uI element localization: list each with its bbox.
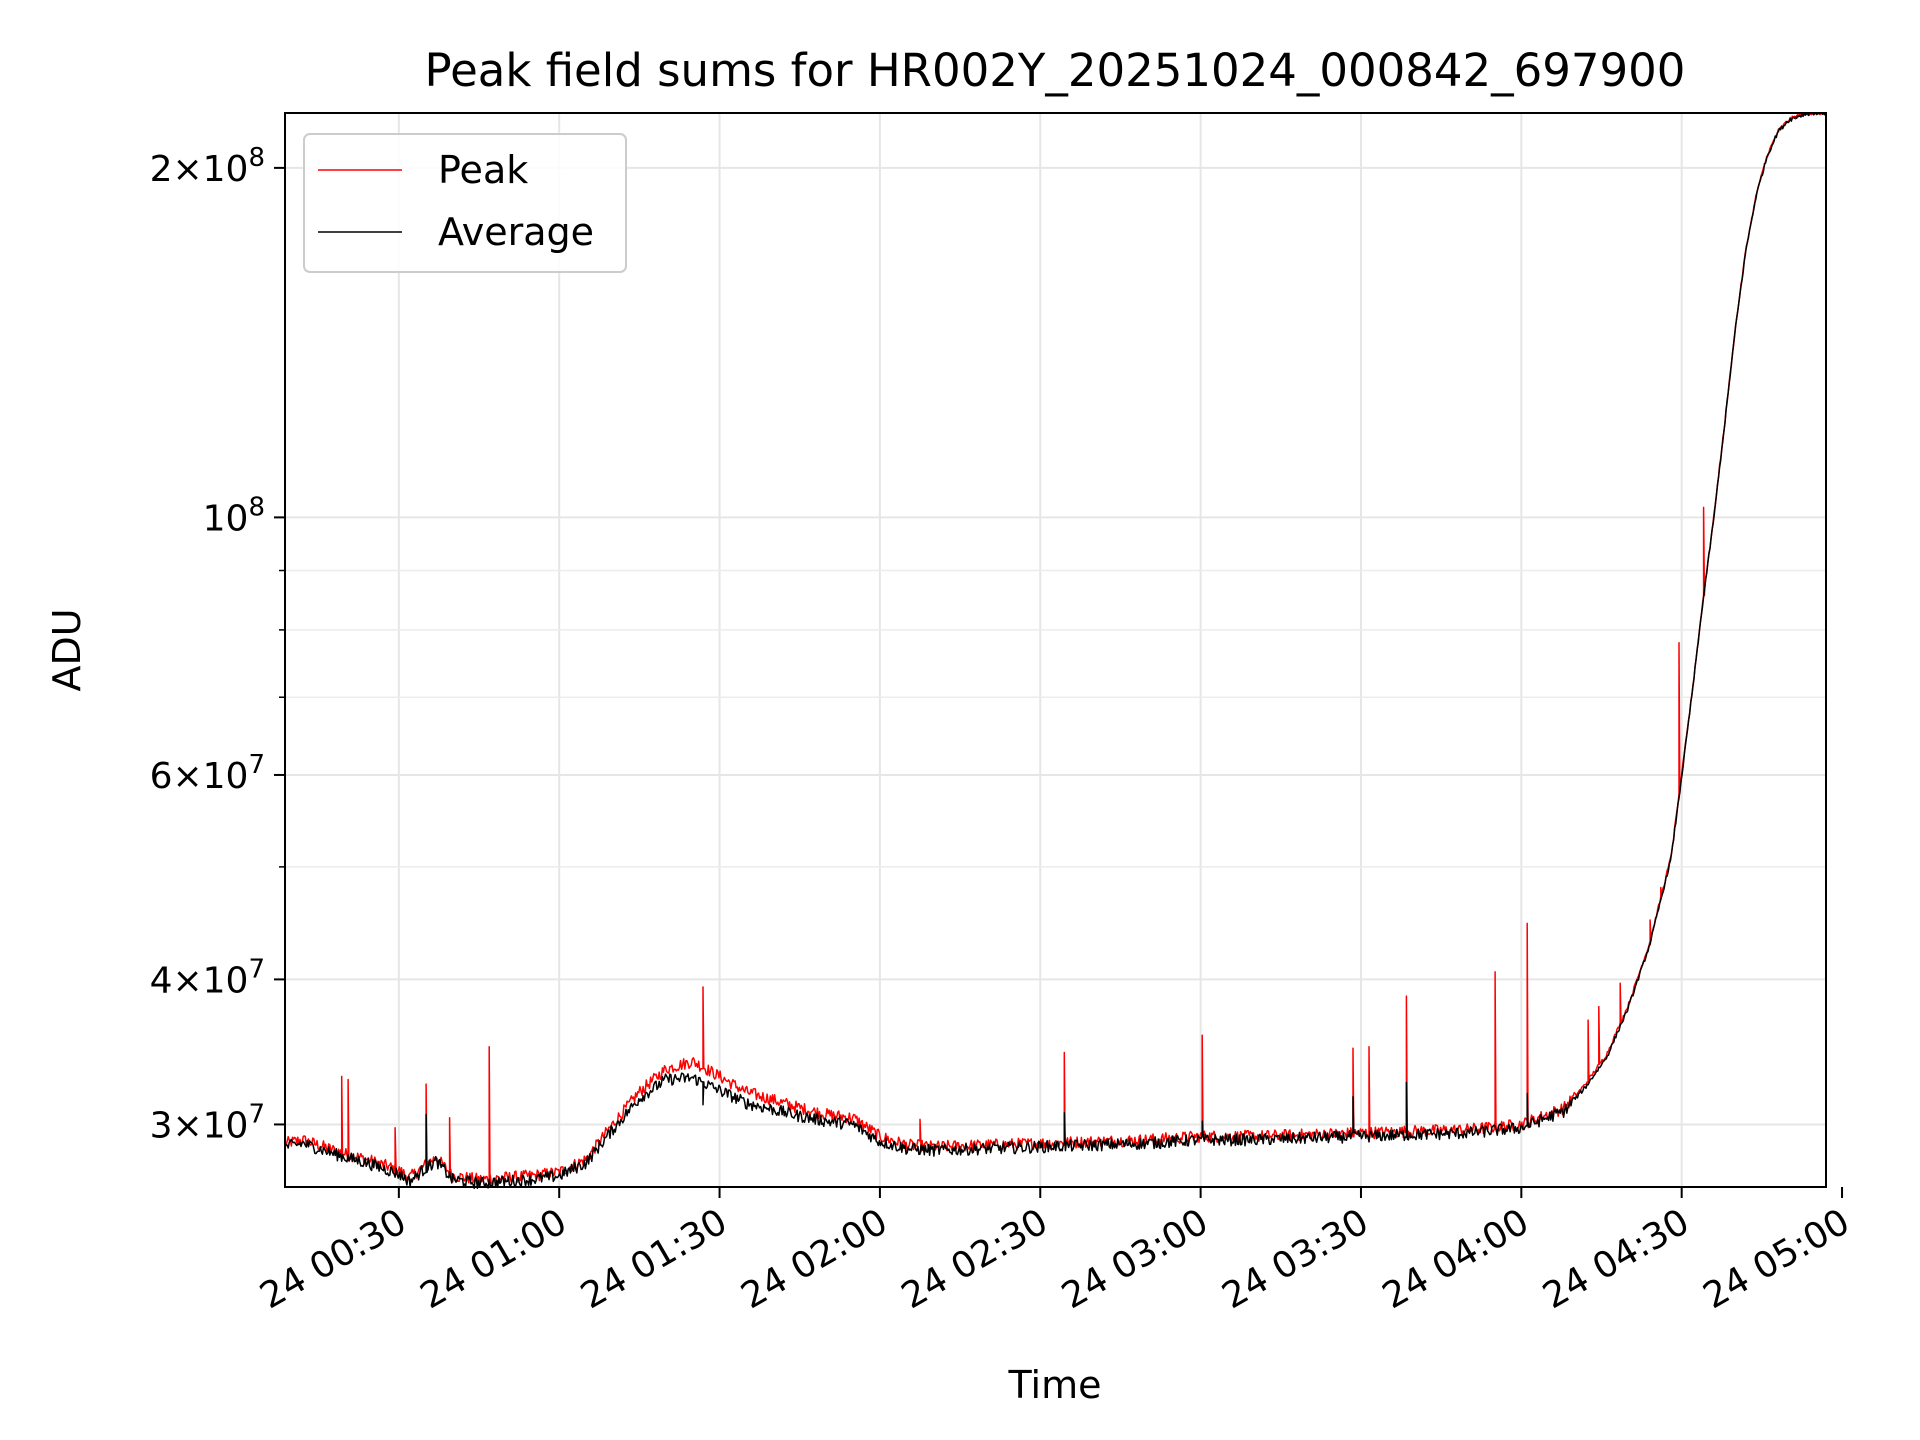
series-layer (284, 112, 1827, 1190)
legend-box (303, 133, 627, 273)
plot-frame (284, 112, 1827, 1188)
y-axis: 3×107 4×107 6×107 108 2×108 (150, 143, 285, 1146)
legend: Peak Average (303, 133, 627, 273)
series-line-peak (284, 112, 1827, 1186)
legend-label-peak: Peak (438, 148, 528, 192)
legend-label-average: Average (438, 210, 594, 254)
y-tick-label: 2×108 (150, 143, 265, 190)
y-tick-label: 108 (203, 492, 265, 539)
chart-title: Peak field sums for HR002Y_20251024_0008… (425, 44, 1686, 97)
y-tick-label: 4×107 (150, 954, 265, 1001)
y-tick-label: 6×107 (150, 750, 265, 797)
series-line-average (284, 112, 1827, 1190)
y-tick-label: 3×107 (150, 1099, 265, 1146)
gridlines (285, 113, 1826, 1187)
y-axis-label: ADU (45, 608, 89, 691)
x-axis-label: Time (1008, 1363, 1102, 1407)
